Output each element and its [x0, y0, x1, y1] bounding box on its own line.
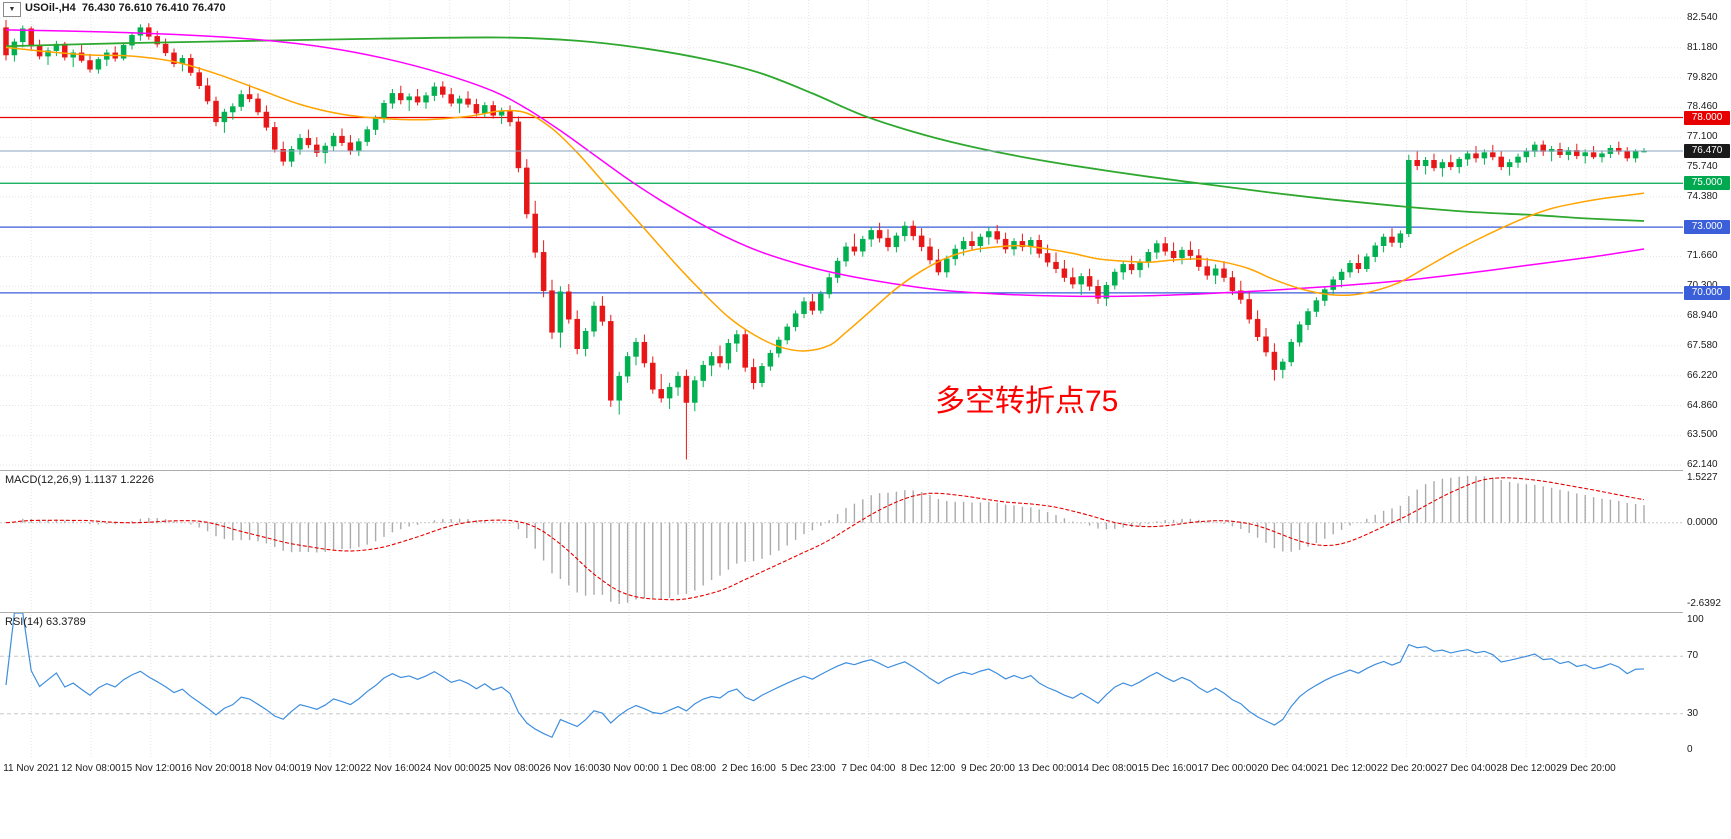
time-axis-label: 7 Dec 04:00: [841, 763, 896, 774]
price-tick-label: 79.820: [1687, 71, 1718, 83]
ma-slow: [5, 36, 1645, 222]
level-price-badge: 78.000: [1684, 110, 1730, 125]
rsi-line: [5, 613, 1645, 739]
time-axis-label: 14 Dec 08:00: [1077, 763, 1138, 774]
time-axis-label: 24 Nov 00:00: [420, 763, 480, 774]
time-axis-label: 17 Dec 00:00: [1197, 763, 1257, 774]
price-tick-label: 81.180: [1687, 41, 1718, 53]
price-tick-label: 62.140: [1687, 459, 1718, 471]
macd-tick-label: -2.6392: [1687, 597, 1721, 609]
candlestick-layer: [3, 19, 1647, 460]
time-axis-label: 2 Dec 16:00: [721, 763, 776, 774]
price-tick-label: 82.540: [1687, 11, 1718, 23]
rsi-tick-label: 30: [1687, 707, 1699, 719]
time-axis-label: 25 Nov 08:00: [479, 763, 540, 774]
pane-separators: [0, 0, 1731, 758]
price-tick-label: 67.580: [1687, 339, 1718, 351]
price-tick-label: 71.660: [1687, 250, 1718, 262]
time-axis-label: 30 Nov 00:00: [599, 763, 659, 774]
time-axis-label: 19 Nov 12:00: [300, 763, 360, 774]
time-axis-label: 1 Dec 08:00: [662, 763, 716, 774]
rsi-tick-label: 70: [1687, 650, 1699, 662]
time-axis-label: 26 Nov 16:00: [539, 763, 600, 774]
time-axis-label: 15 Dec 16:00: [1137, 763, 1198, 774]
rsi-tick-label: 100: [1687, 614, 1704, 625]
rsi-tick-label: 0: [1687, 744, 1693, 755]
time-axis-label: 22 Dec 20:00: [1376, 763, 1437, 774]
price-tick-label: 77.100: [1687, 131, 1718, 143]
time-axis-label: 29 Dec 20:00: [1556, 763, 1616, 774]
macd-tick-label: 0.0000: [1687, 516, 1718, 528]
symbol-period-selector[interactable]: ▼: [3, 2, 21, 17]
level-price-badge: 75.000: [1684, 176, 1730, 191]
time-axis-label: 28 Dec 12:00: [1496, 763, 1556, 774]
price-tick-label: 70.300: [1687, 280, 1718, 291]
ma-fast: [5, 46, 1645, 352]
price-tick-label: 64.860: [1687, 399, 1718, 411]
macd-signal-line: [5, 477, 1645, 601]
level-price-badge: 73.000: [1684, 220, 1730, 235]
price-tick-label: 75.740: [1687, 161, 1718, 173]
time-axis-label: 13 Dec 00:00: [1018, 763, 1078, 774]
price-tick-label: 68.940: [1687, 310, 1718, 322]
moving-average-layer: [5, 29, 1645, 352]
chart-annotation: 多空转折点75: [935, 385, 1119, 418]
dropdown-icon: ▼: [8, 6, 16, 13]
macd-tick-label: 1.5227: [1687, 472, 1718, 483]
time-axis[interactable]: 11 Nov 2021 12 Nov 08:00 15 Nov 12:00 16 No…: [0, 757, 1731, 783]
macd-indicator-label: MACD(12,26,9) 1.1137 1.2226: [5, 474, 154, 486]
time-axis-label: 8 Dec 12:00: [901, 763, 956, 774]
ma-mid: [5, 29, 1645, 298]
time-axis-label: 12 Nov 08:00: [61, 763, 121, 774]
level-price-badge: 70.000: [1684, 285, 1730, 300]
time-axis-label: 21 Dec 12:00: [1317, 763, 1377, 774]
time-axis-label: 11 Nov 2021: [3, 763, 60, 774]
current-price-badge: 76.470: [1684, 144, 1730, 159]
time-axis-label: 16 Nov 20:00: [180, 763, 241, 774]
time-axis-label: 18 Nov 04:00: [240, 763, 301, 774]
price-tick-label: 74.380: [1687, 190, 1718, 202]
time-axis-label: 20 Dec 04:00: [1257, 763, 1317, 774]
time-axis-label: 15 Nov 12:00: [121, 763, 181, 774]
time-axis-label: 5 Dec 23:00: [781, 763, 836, 774]
macd-histogram-layer: [13, 475, 1645, 604]
time-axis-label: 22 Nov 16:00: [360, 763, 420, 774]
time-axis-label: 27 Dec 04:00: [1436, 763, 1497, 774]
chart-title: USOil-,H4 76.430 76.610 76.410 76.470: [25, 2, 226, 14]
grid-layer: [0, 0, 1683, 757]
price-axis[interactable]: 82.540 81.180 79.820 78.460 77.100 75.740 74.3…: [1683, 0, 1731, 782]
price-tick-label: 66.220: [1687, 369, 1718, 381]
time-axis-label: 9 Dec 20:00: [961, 763, 1015, 774]
rsi-indicator-label: RSI(14) 63.3789: [5, 616, 86, 628]
price-tick-label: 78.460: [1687, 101, 1718, 113]
horizontal-level-lines: [0, 116, 1683, 294]
price-tick-label: 63.500: [1687, 429, 1718, 441]
